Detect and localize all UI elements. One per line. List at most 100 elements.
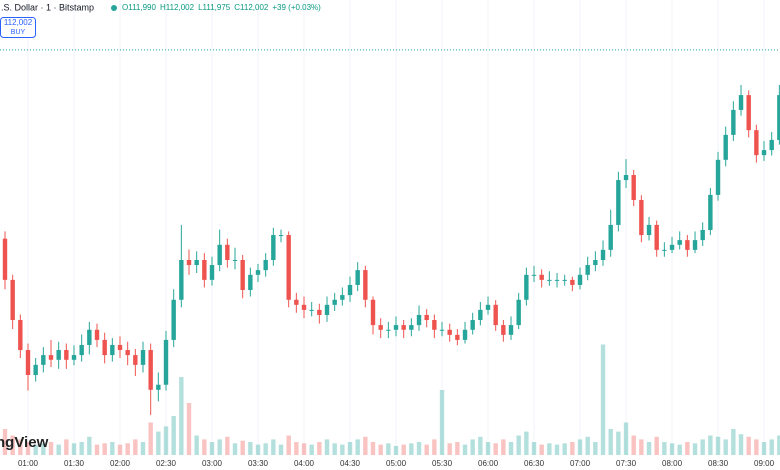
ohlc-value: +39 (+0.03%) xyxy=(272,3,321,12)
volume-bar xyxy=(194,435,199,455)
candle-body xyxy=(516,299,521,326)
x-tick-label: 06:00 xyxy=(478,459,499,468)
candle-body xyxy=(654,224,659,250)
candle-body xyxy=(424,314,429,321)
volume-bar xyxy=(478,436,483,455)
volume-bar xyxy=(715,436,721,455)
x-tick-label: 05:30 xyxy=(432,459,453,468)
candle-body xyxy=(478,309,483,321)
volume-bar xyxy=(271,439,276,455)
volume-bar xyxy=(570,442,575,455)
volume-bar xyxy=(754,439,759,455)
candle-body xyxy=(501,325,506,335)
candle-body xyxy=(202,259,207,280)
candle-body xyxy=(447,329,452,335)
candle-body xyxy=(94,329,100,340)
volume-bar xyxy=(654,436,659,455)
volume-bar xyxy=(79,442,84,455)
candle-body xyxy=(370,299,376,326)
volume-bar xyxy=(777,435,780,455)
volume-bar xyxy=(10,435,15,455)
volume-bar xyxy=(255,444,261,455)
volume-bar xyxy=(217,439,222,455)
candle-body xyxy=(232,259,238,261)
volume-bar xyxy=(263,443,268,455)
volume-bar xyxy=(64,439,69,455)
volume-bar xyxy=(439,390,445,455)
status-dot xyxy=(111,5,117,11)
candle-body xyxy=(64,350,69,360)
volume-bar xyxy=(87,436,92,455)
candle-body xyxy=(217,244,222,266)
volume-bar xyxy=(455,442,460,455)
volume-bar xyxy=(539,444,544,455)
volume-bar xyxy=(409,443,414,455)
volume-bar xyxy=(33,444,38,455)
candle-body xyxy=(286,235,291,300)
candle-body xyxy=(539,274,544,280)
x-tick-label: 02:30 xyxy=(156,459,177,468)
volume-bar xyxy=(133,439,138,455)
volume-bar xyxy=(708,435,713,455)
candle-body xyxy=(355,270,360,285)
volume-bar xyxy=(317,442,322,455)
x-tick-label: 01:00 xyxy=(18,459,39,468)
x-tick-label: 04:30 xyxy=(340,459,361,468)
volume-bar xyxy=(677,444,682,455)
candle-body xyxy=(248,274,253,291)
volume-bar xyxy=(209,442,215,455)
candle-body xyxy=(593,259,598,266)
volume-bar xyxy=(294,442,299,455)
volume-bar xyxy=(531,442,537,455)
volume-bar xyxy=(186,403,192,455)
candle-body xyxy=(110,344,115,356)
volume-bar xyxy=(623,422,629,455)
candle-body xyxy=(18,320,23,351)
volume-bar xyxy=(685,442,690,455)
volume-bar xyxy=(554,444,560,455)
candle-body xyxy=(255,270,261,275)
volume-bar xyxy=(2,429,8,455)
volume-bar xyxy=(593,442,598,455)
candle-body xyxy=(685,240,690,250)
volume-bar xyxy=(148,422,153,455)
ohlc-value: O111,990 xyxy=(122,3,157,12)
candle-body xyxy=(209,265,215,280)
volume-layer xyxy=(2,344,780,455)
candle-body xyxy=(125,350,130,356)
overlay: 01:00 01:30 02:00 02:30 03:00 03:30 04:00 04:30… xyxy=(0,49,780,468)
volume-bar xyxy=(18,439,23,455)
x-tick-label: 03:00 xyxy=(202,459,223,468)
buy-button[interactable] xyxy=(0,17,36,38)
candle-body xyxy=(393,325,399,330)
candle-body xyxy=(2,238,8,280)
candle-body xyxy=(48,355,54,360)
volume-bar xyxy=(393,445,399,455)
candle-body xyxy=(133,355,138,365)
candle-body xyxy=(71,355,77,360)
candle-body xyxy=(347,284,353,296)
volume-bar xyxy=(462,444,468,455)
volume-bar xyxy=(225,436,230,455)
candle-body xyxy=(301,304,307,310)
candle-body xyxy=(432,320,437,330)
volume-bar xyxy=(110,442,115,455)
x-tick-label: 02:00 xyxy=(110,459,131,468)
x-tick-label: 09:00 xyxy=(754,459,775,468)
candle-body xyxy=(777,95,780,140)
volume-bar xyxy=(447,443,452,455)
candle-body xyxy=(33,364,38,375)
volume-bar xyxy=(401,444,406,455)
volume-bar xyxy=(163,426,169,455)
x-tick-label: 06:30 xyxy=(524,459,545,468)
volume-bar xyxy=(94,444,100,455)
candle-body xyxy=(508,325,514,335)
buy-price: 112,002 xyxy=(4,18,33,27)
volume-bar xyxy=(202,439,207,455)
volume-bar xyxy=(493,443,498,455)
candle-body xyxy=(631,175,636,200)
candle-body xyxy=(271,235,276,260)
candle-body xyxy=(332,299,337,305)
x-tick-label: 07:30 xyxy=(616,459,637,468)
volume-bar xyxy=(662,442,667,455)
